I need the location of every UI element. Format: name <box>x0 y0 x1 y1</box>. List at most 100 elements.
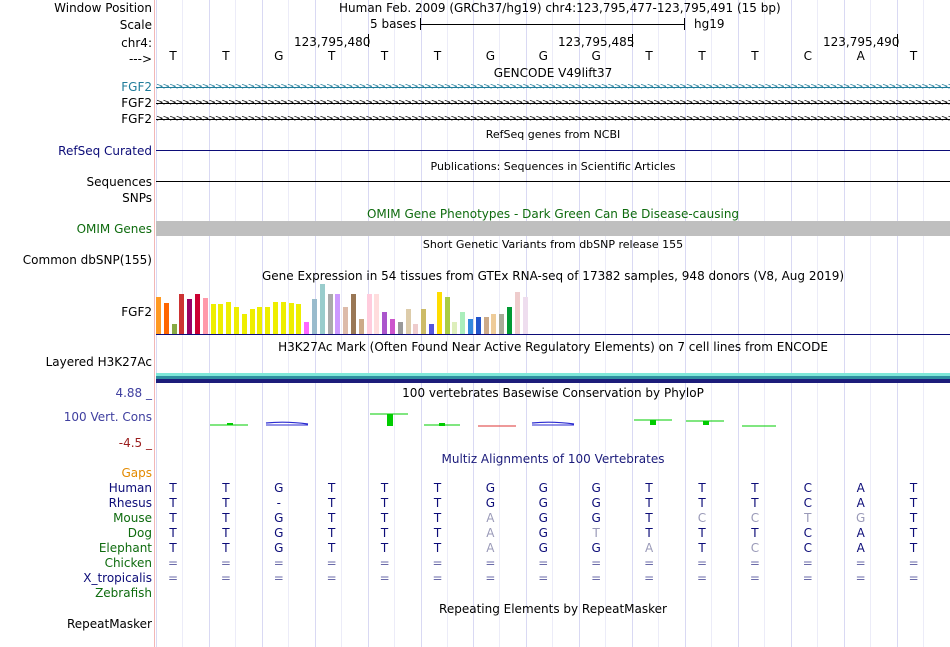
gtex-bar[interactable] <box>257 306 263 334</box>
species-label[interactable]: Zebrafish <box>95 586 152 600</box>
gtex-bar[interactable] <box>319 284 325 334</box>
gene-label-fgf2-1[interactable]: FGF2 <box>121 80 152 94</box>
phylop-signal[interactable] <box>156 408 950 432</box>
window-position-value[interactable]: Human Feb. 2009 (GRCh37/hg19) chr4:123,7… <box>339 1 781 15</box>
gtex-bar[interactable] <box>475 316 481 334</box>
gtex-bar[interactable] <box>382 311 388 334</box>
species-label[interactable]: Mouse <box>113 511 152 525</box>
alignment-base: G <box>591 496 601 510</box>
publications-track-line[interactable] <box>156 181 950 182</box>
gtex-bar[interactable] <box>156 296 161 334</box>
gtex-bar[interactable] <box>483 316 489 334</box>
grid-line-minor <box>922 0 924 647</box>
gencode-title[interactable]: GENCODE V49lift37 <box>493 66 613 80</box>
gtex-bar[interactable] <box>327 294 333 334</box>
gtex-bar[interactable] <box>436 291 442 334</box>
alignment-base: T <box>328 526 336 540</box>
gtex-bar[interactable] <box>241 314 247 334</box>
publications-title[interactable]: Publications: Sequences in Scientific Ar… <box>430 160 676 173</box>
gtex-bar[interactable] <box>460 311 466 334</box>
gtex-bar[interactable] <box>374 294 380 334</box>
gtex-bar-chart[interactable] <box>156 284 536 334</box>
repeatmasker-label[interactable]: RepeatMasker <box>66 617 152 631</box>
species-label[interactable]: Rhesus <box>108 496 152 510</box>
gtex-bar[interactable] <box>507 306 512 334</box>
multiz-title[interactable]: Multiz Alignments of 100 Vertebrates <box>441 452 665 466</box>
gtex-bar[interactable] <box>514 291 520 334</box>
alignment-base: T <box>328 481 336 495</box>
gtex-bar[interactable] <box>522 296 528 334</box>
gtex-bar[interactable] <box>468 319 473 334</box>
gaps-label[interactable]: Gaps <box>121 466 152 480</box>
gtex-bar[interactable] <box>351 294 356 334</box>
h3k27ac-label[interactable]: Layered H3K27Ac <box>45 355 152 369</box>
gtex-title[interactable]: Gene Expression in 54 tissues from GTEx … <box>261 269 845 283</box>
gtex-bar[interactable] <box>226 301 232 334</box>
species-label[interactable]: Dog <box>127 526 152 540</box>
refseq-track-line[interactable] <box>156 150 950 151</box>
gtex-bar[interactable] <box>304 321 310 334</box>
base-letter: T <box>909 49 918 63</box>
omim-track-block[interactable] <box>156 221 950 236</box>
species-label[interactable]: Elephant <box>98 541 152 555</box>
gtex-bar[interactable] <box>280 301 286 334</box>
refseq-label[interactable]: RefSeq Curated <box>58 144 152 158</box>
gtex-bar[interactable] <box>171 324 177 334</box>
gtex-bar[interactable] <box>343 306 349 334</box>
gtex-gene-label[interactable]: FGF2 <box>121 305 152 319</box>
gtex-bar[interactable] <box>366 294 372 334</box>
alignment-base: G <box>591 481 601 495</box>
gtex-bar[interactable] <box>491 314 497 334</box>
alignment-base: = <box>485 571 496 585</box>
gene-label-fgf2-3[interactable]: FGF2 <box>121 112 152 126</box>
gtex-bar[interactable] <box>187 299 193 334</box>
gtex-bar[interactable] <box>312 299 317 334</box>
gtex-bar[interactable] <box>405 309 411 334</box>
gtex-bar[interactable] <box>335 294 341 334</box>
gtex-bar[interactable] <box>429 324 434 334</box>
gtex-bar[interactable] <box>397 321 403 334</box>
gtex-bar[interactable] <box>444 296 450 334</box>
omim-label[interactable]: OMIM Genes <box>76 222 152 236</box>
h3k27ac-title[interactable]: H3K27Ac Mark (Often Found Near Active Re… <box>278 340 828 354</box>
publications-label[interactable]: Sequences <box>86 175 152 189</box>
dbsnp-title[interactable]: Short Genetic Variants from dbSNP releas… <box>422 238 684 251</box>
base-letter: G <box>274 49 284 63</box>
phylop-label[interactable]: 100 Vert. Cons <box>63 410 152 424</box>
species-label[interactable]: Human <box>108 481 152 495</box>
gtex-bar[interactable] <box>249 309 255 334</box>
species-label[interactable]: X_tropicalis <box>83 571 152 585</box>
refseq-title[interactable]: RefSeq genes from NCBI <box>485 128 621 141</box>
gtex-bar[interactable] <box>265 306 271 334</box>
alignment-base: G <box>485 496 496 510</box>
species-label[interactable]: Chicken <box>104 556 152 570</box>
h3k27ac-band-1[interactable] <box>156 373 950 376</box>
gtex-bar[interactable] <box>195 294 200 334</box>
omim-title[interactable]: OMIM Gene Phenotypes - Dark Green Can Be… <box>366 207 740 221</box>
gtex-bar[interactable] <box>234 306 239 334</box>
dbsnp-label[interactable]: Common dbSNP(155) <box>22 253 152 267</box>
phylop-title[interactable]: 100 vertebrates Basewise Conservation by… <box>402 386 704 400</box>
gtex-bar[interactable] <box>202 298 208 334</box>
gtex-bar[interactable] <box>296 304 302 334</box>
alignment-base: C <box>803 526 812 540</box>
gtex-bar[interactable] <box>218 304 224 334</box>
gtex-bar[interactable] <box>499 314 505 334</box>
gtex-bar[interactable] <box>273 301 278 334</box>
snps-label[interactable]: SNPs <box>122 191 152 205</box>
gtex-bar[interactable] <box>413 324 419 334</box>
gtex-bar[interactable] <box>288 303 294 334</box>
gtex-bar[interactable] <box>390 319 395 334</box>
gtex-bar[interactable] <box>452 321 458 334</box>
base-letter: G <box>485 49 496 63</box>
gtex-bar[interactable] <box>358 319 364 334</box>
gtex-bar[interactable] <box>210 304 216 334</box>
gtex-bar[interactable] <box>163 303 169 334</box>
gene-label-fgf2-2[interactable]: FGF2 <box>121 96 152 110</box>
gtex-bar[interactable] <box>179 294 185 334</box>
window-position-label: Window Position <box>54 1 152 15</box>
h3k27ac-band-3[interactable] <box>156 379 950 383</box>
gtex-bar[interactable] <box>421 309 427 334</box>
repeatmasker-title[interactable]: Repeating Elements by RepeatMasker <box>439 602 667 616</box>
h3k27ac-band-2[interactable] <box>156 376 950 379</box>
